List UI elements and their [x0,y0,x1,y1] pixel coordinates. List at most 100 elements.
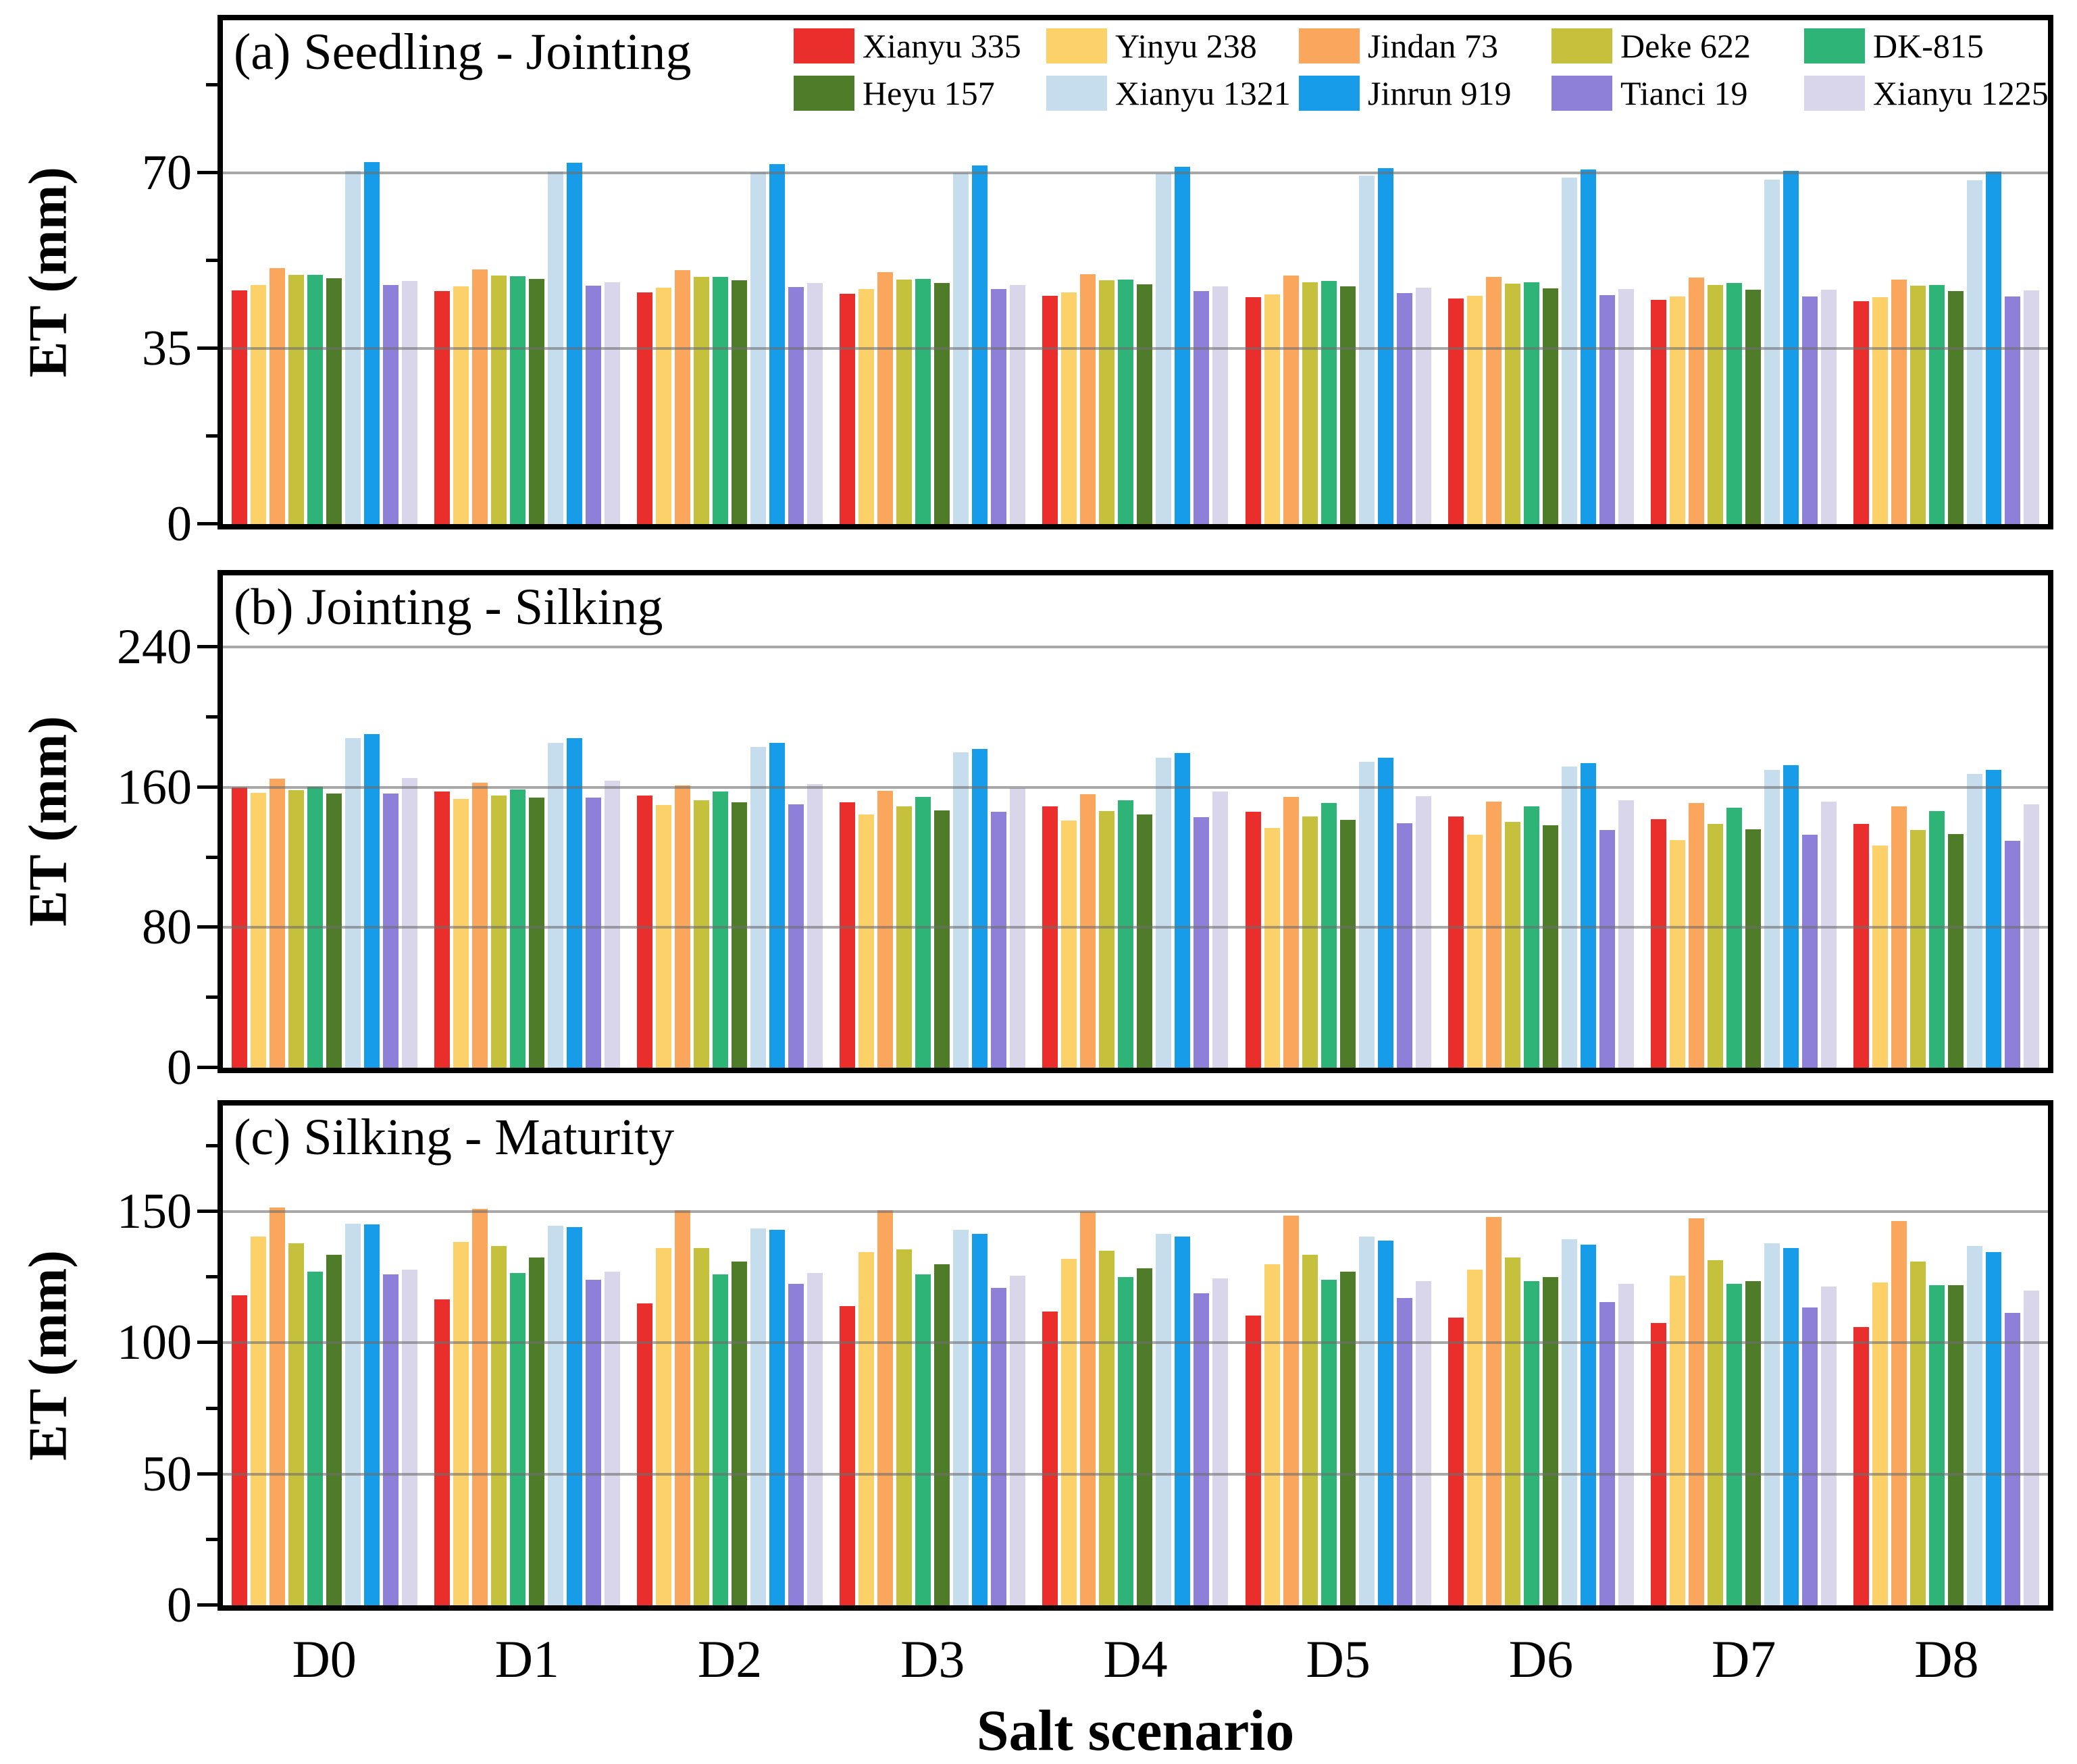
bar-group-D2 [628,20,831,524]
bar-xianyu-1321-D4 [1156,757,1172,1068]
y-tick-label: 80 [142,900,192,956]
bar-heyu-157-D5 [1339,819,1356,1068]
y-tick-label: 0 [167,496,192,552]
y-tick-major [197,1472,217,1476]
legend-item-deke-622: Deke 622 [1552,28,1751,63]
bar-xianyu-1225-D0 [401,777,417,1068]
bar-deke-622-D7 [1708,824,1724,1068]
y-tick-minor [206,1275,217,1279]
bar-jinrun-919-D5 [1377,168,1393,524]
bar-xianyu-1225-D7 [1821,290,1837,524]
panel-c-plot-area: 0 50 100 150 [117,1106,2048,1630]
bar-jindan-73-D1 [471,1209,488,1605]
bar-heyu-157-D4 [1137,1268,1153,1605]
panel-b-plot: 0 80 160 240 (b) Jointing - Silking [117,570,2053,1093]
bar-heyu-157-D8 [1948,833,1964,1068]
bar-xianyu-1225-D2 [807,1273,823,1605]
legend-swatch-icon [1804,28,1865,63]
bar-xianyu-335-D6 [1447,299,1464,524]
bar-heyu-157-D3 [934,810,950,1068]
bar-yinyu-238-D1 [453,1241,469,1605]
gridline [223,1341,2048,1345]
bar-yinyu-238-D7 [1670,1276,1686,1605]
bar-yinyu-238-D1 [453,798,469,1068]
bar-xianyu-1225-D1 [604,282,620,524]
bar-heyu-157-D6 [1542,1277,1558,1605]
panel-c-plot: 0 50 100 150 (c) Silking - Maturity [117,1100,2053,1630]
legend-swatch-icon [1552,76,1612,111]
bar-heyu-157-D2 [732,802,748,1068]
bar-xianyu-335-D2 [637,1303,653,1605]
bar-group-D0 [223,1106,426,1605]
bar-jindan-73-D0 [269,778,285,1068]
legend-swatch-icon [1046,76,1107,111]
bar-jinrun-919-D3 [972,748,988,1068]
bar-xianyu-335-D8 [1853,301,1870,524]
gridline [223,926,2048,929]
bar-heyu-157-D1 [528,279,544,524]
bar-jinrun-919-D7 [1783,1248,1799,1605]
bar-deke-622-D4 [1099,1251,1115,1605]
bar-xianyu-335-D8 [1853,1327,1870,1605]
bar-yinyu-238-D7 [1670,296,1686,524]
bar-xianyu-1225-D3 [1010,1276,1026,1605]
y-tick-major [197,170,217,174]
x-category-label-D7: D7 [1711,1630,1776,1688]
bar-heyu-157-D8 [1948,291,1964,524]
bar-group-D0 [223,20,426,524]
bar-jinrun-919-D2 [769,163,786,524]
panel-a-plot-area: 0 35 70 [142,20,2048,549]
legend-swatch-icon [794,76,854,111]
bar-group-D1 [426,575,628,1068]
bar-jinrun-919-D5 [1377,1240,1393,1605]
bar-xianyu-1225-D8 [2024,804,2040,1068]
bar-xianyu-1321-D7 [1764,769,1780,1068]
bar-jinrun-919-D0 [363,161,380,524]
bar-jinrun-919-D5 [1377,757,1393,1068]
x-category-label-D0: D0 [292,1630,357,1688]
bar-heyu-157-D2 [732,1261,748,1605]
bar-yinyu-238-D8 [1872,845,1889,1068]
bar-xianyu-1225-D1 [604,780,620,1068]
legend-label: Yinyu 238 [1115,27,1257,65]
bar-group-D4 [1034,1106,1237,1605]
bar-yinyu-238-D0 [250,1236,266,1605]
bar-dk-815-D7 [1726,283,1743,524]
bar-group-D3 [831,1106,1034,1605]
bar-deke-622-D3 [896,1249,913,1605]
bar-tianci-19-D5 [1396,1298,1412,1605]
gridline [223,1210,2048,1214]
gridline [223,346,2048,350]
bar-jindan-73-D8 [1891,280,1907,524]
bar-jinrun-919-D7 [1783,765,1799,1068]
legend-swatch-icon [1299,76,1360,111]
bar-jinrun-919-D4 [1175,166,1191,524]
bar-yinyu-238-D5 [1264,294,1280,524]
y-tick-major [197,346,217,350]
bar-xianyu-1321-D0 [344,738,361,1068]
gridline [223,1472,2048,1476]
bar-jindan-73-D5 [1283,797,1299,1068]
bar-tianci-19-D3 [991,812,1007,1068]
bar-jinrun-919-D4 [1175,753,1191,1068]
bar-xianyu-1321-D8 [1967,180,1983,524]
y-tick-major [197,925,217,929]
bar-deke-622-D1 [490,276,507,524]
bar-xianyu-1321-D7 [1764,179,1780,524]
panel-b-plot-area: 0 80 160 240 [117,575,2048,1093]
y-tick-label: 0 [167,1578,192,1633]
legend-swatch-icon [1046,28,1107,63]
bar-deke-622-D5 [1302,1255,1318,1605]
bar-group-D5 [1237,1106,1439,1605]
legend-swatch-icon [1552,28,1612,63]
bar-yinyu-238-D2 [656,288,672,524]
bar-jindan-73-D4 [1080,794,1096,1068]
y-tick-major [197,645,217,649]
bar-yinyu-238-D7 [1670,839,1686,1068]
bar-xianyu-1225-D1 [604,1272,620,1605]
bar-group-D3 [831,575,1034,1068]
bar-jinrun-919-D2 [769,1230,786,1605]
bar-yinyu-238-D8 [1872,1282,1889,1605]
bar-xianyu-1225-D4 [1212,286,1229,524]
bar-jinrun-919-D4 [1175,1236,1191,1605]
